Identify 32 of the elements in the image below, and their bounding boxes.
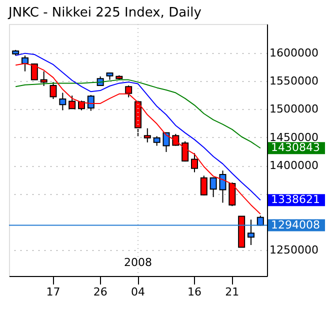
data-label: 1338621 — [271, 193, 320, 206]
y-tick-label: 1250000 — [270, 244, 318, 257]
x-tick-label: 04 — [131, 286, 145, 298]
ref-line-label: 1294008 — [271, 218, 320, 232]
candlestick — [200, 175, 208, 196]
y-tick-label: 1400000 — [270, 159, 318, 172]
candlestick — [219, 170, 226, 204]
candlestick — [68, 95, 76, 110]
y-tick-label: 1550000 — [270, 74, 318, 88]
candlestick — [228, 182, 236, 207]
line-series — [15, 79, 261, 149]
y-tick-label: 1500000 — [270, 102, 318, 116]
candlestick — [190, 152, 198, 173]
y-tick-label: 1450000 — [270, 130, 318, 144]
candlestick — [125, 84, 132, 98]
data-label: 1430843 — [271, 141, 320, 154]
x-tick-label: 17 — [46, 286, 60, 298]
y-tick-label: 1600000 — [270, 46, 318, 60]
chart-title: JNKC - Nikkei 225 Index, Daily — [8, 6, 202, 20]
x-tick-label: 26 — [93, 286, 108, 298]
candlestick — [40, 70, 48, 87]
candlestick — [247, 219, 254, 246]
x-tick-label: 21 — [225, 286, 240, 298]
candlestick — [153, 136, 160, 146]
candlestick — [210, 176, 217, 198]
candlestick — [162, 132, 170, 152]
candlestick — [144, 128, 151, 143]
candlestick — [50, 82, 57, 100]
ref-line-label: 2008 — [124, 256, 152, 269]
candlestick — [59, 92, 66, 111]
candlestick — [87, 94, 94, 112]
x-tick-label: 16 — [187, 286, 202, 298]
